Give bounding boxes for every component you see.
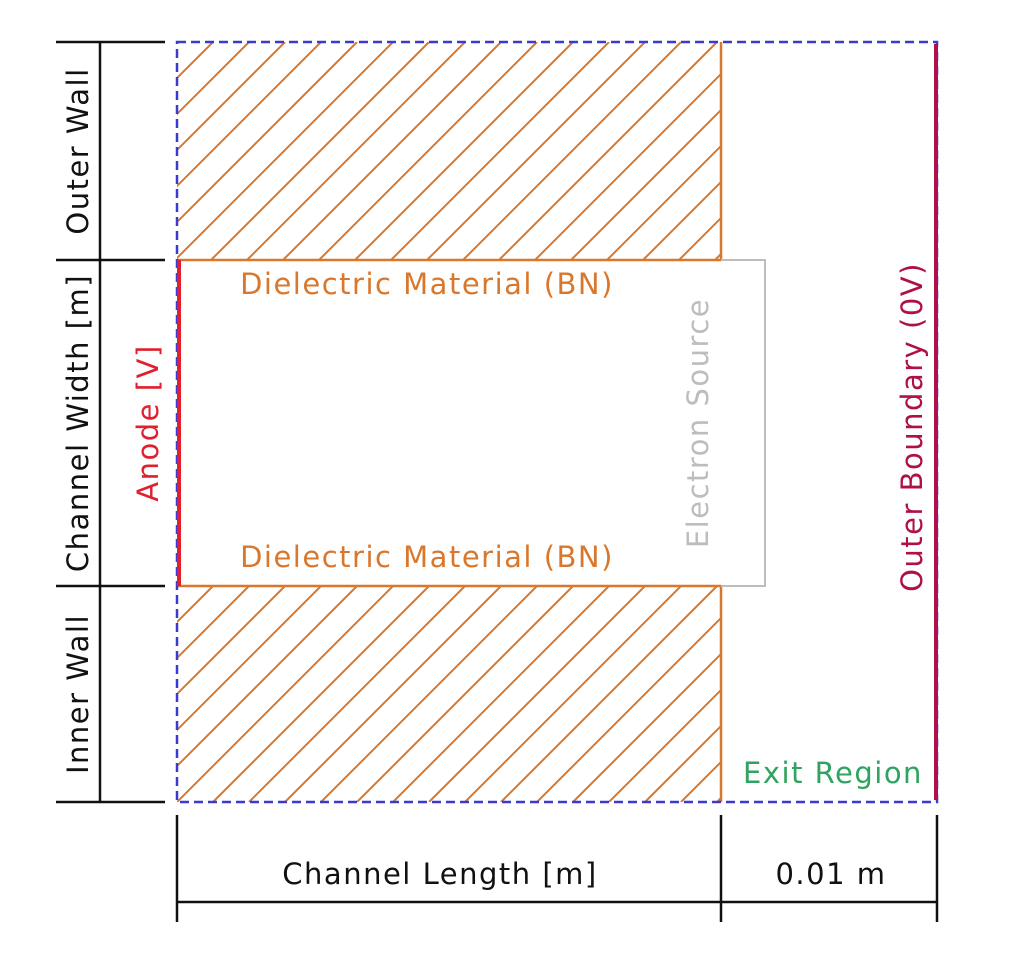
hatch-line [284, 586, 502, 802]
hatch-line [426, 42, 646, 260]
inner-wall-label: Inner Wall [61, 614, 95, 774]
hatch-line [177, 586, 394, 802]
bottom-dimension-bracket [175, 815, 939, 922]
hatch-line [606, 143, 722, 260]
hatch-line [678, 215, 722, 260]
hatch-line [282, 42, 502, 260]
hatch-line [536, 615, 722, 802]
hatch-line [895, 42, 1014, 260]
hatch-line [498, 42, 718, 260]
hatch-line [356, 586, 574, 802]
hatch-line [392, 586, 610, 802]
anode-label: Anode [V] [131, 344, 165, 501]
outer-wall-label: Outer Wall [61, 67, 95, 234]
hatch-line [177, 586, 214, 624]
dielectric-top-label: Dielectric Material (BN) [240, 267, 614, 301]
hatch-line [428, 586, 646, 802]
hatch-line [354, 42, 574, 260]
hatch-line [608, 687, 722, 802]
hatch-line [177, 586, 358, 768]
hatch-line [177, 42, 358, 224]
hatch-line [642, 179, 722, 260]
hatch-line [177, 42, 286, 152]
dielectric-outlines [177, 42, 723, 802]
hatch-line [931, 42, 1014, 260]
hatch-line [212, 586, 430, 802]
hatch-line [177, 586, 322, 732]
outer-boundary-label: Outer Boundary (0V) [895, 262, 929, 592]
hatch-line [464, 586, 682, 802]
hatch-line [680, 759, 722, 802]
hatch-line [246, 42, 466, 260]
hatch-line [177, 42, 394, 260]
hatch-line [210, 42, 430, 260]
electron-source-label: Electron Source [681, 298, 715, 548]
hatch-line [570, 107, 722, 260]
electron-source-box [721, 259, 766, 587]
exit-length-label: 0.01 m [775, 857, 886, 891]
left-dimension-bracket [56, 40, 165, 804]
hatch-line [823, 42, 1014, 260]
hatch-line [177, 42, 322, 188]
channel-length-label: Channel Length [m] [282, 857, 597, 891]
hatch-line [462, 42, 682, 260]
dielectric-bottom-label: Dielectric Material (BN) [240, 540, 614, 574]
hatch-line [534, 71, 722, 260]
exit-region-label: Exit Region [743, 756, 923, 790]
hatch-line [177, 42, 250, 116]
hatch-line [933, 586, 1014, 802]
hatch-line [500, 586, 718, 802]
hatch-line [572, 651, 722, 802]
hatch-line [787, 42, 1005, 260]
hatch-line [390, 42, 610, 260]
hatch-line [177, 586, 286, 696]
hatch-line [644, 723, 722, 802]
hatch-line [248, 586, 466, 802]
outer-wall-hatch [177, 42, 1014, 260]
hatch-line [177, 42, 214, 80]
hatch-line [318, 42, 538, 260]
hatch-line [714, 251, 722, 260]
hatch-line [177, 586, 250, 660]
hatch-line [320, 586, 538, 802]
channel-width-label: Channel Width [m] [61, 274, 95, 572]
inner-wall-hatch [177, 586, 1014, 802]
